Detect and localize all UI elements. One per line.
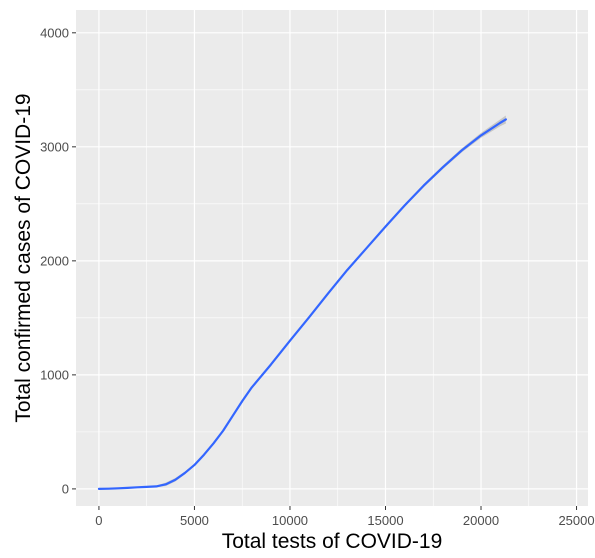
y-tick-label: 0 [62, 481, 69, 496]
x-tick-label: 10000 [272, 513, 308, 528]
y-tick-label: 4000 [40, 25, 69, 40]
y-axis-title: Total confirmed cases of COVID-19 [12, 93, 35, 422]
x-axis-title: Total tests of COVID-19 [222, 530, 443, 553]
x-tick-label: 25000 [558, 513, 594, 528]
x-tick-label: 15000 [367, 513, 403, 528]
y-tick-label: 1000 [40, 367, 69, 382]
x-tick-label: 5000 [180, 513, 209, 528]
y-tick-label: 2000 [40, 253, 69, 268]
minor-gridlines [76, 10, 588, 506]
major-gridlines [76, 10, 588, 506]
plot-panel [76, 10, 588, 506]
y-tick-label: 3000 [40, 139, 69, 154]
x-tick-label: 20000 [463, 513, 499, 528]
series-line [97, 118, 507, 490]
x-tick-label: 0 [95, 513, 102, 528]
tick-labels: 0 5000 10000 15000 20000 25000 0 1000 2000 3000 40… [40, 25, 595, 528]
series-line-layer [97, 118, 507, 490]
axis-ticks [72, 32, 578, 510]
